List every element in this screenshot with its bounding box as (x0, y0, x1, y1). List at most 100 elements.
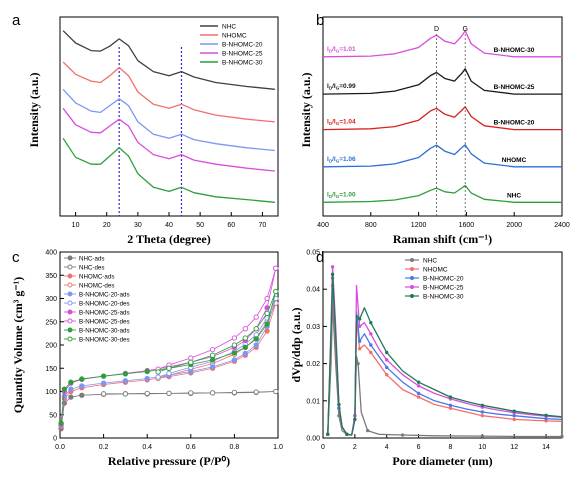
data-point (253, 326, 259, 332)
x-tick-label: 40 (165, 222, 173, 229)
data-point (356, 361, 360, 366)
series-name-label: B-NHOMC-25 (494, 84, 535, 91)
series-line (322, 30, 562, 58)
x-axis-title: Pore diameter (nm) (392, 454, 492, 468)
legend-marker (67, 273, 73, 279)
data-point (512, 413, 516, 418)
plot-frame (322, 251, 563, 439)
data-point (231, 357, 238, 363)
data-point (100, 380, 107, 386)
data-point (353, 417, 357, 422)
series-line (322, 106, 562, 131)
panel-a: a 10 20 30 40 50 60 70 2 Theta (degree) Intensity… (12, 12, 279, 246)
series-line (322, 184, 562, 203)
series-name-label: B-NHOMC-30 (494, 47, 535, 54)
y-axis-title: Intensity (a.u.) (27, 72, 41, 147)
data-point (416, 384, 421, 388)
series-line (62, 88, 275, 152)
x-tick-label: 0.0 (55, 444, 65, 451)
legend-marker (410, 294, 414, 298)
series-nhomc-des (155, 300, 279, 382)
data-point (242, 344, 248, 350)
y-axis-title: Quantity Volume (cm³ g⁻¹) (11, 277, 25, 414)
y-tick-label: 0.03 (306, 324, 320, 331)
series-b-nhomc-25 (322, 68, 562, 95)
data-point (79, 376, 85, 382)
legend-marker (67, 318, 73, 324)
data-point (231, 335, 238, 341)
data-point (209, 390, 216, 396)
panel-c: c 0.0 0.2 0.4 0.6 0.8 1.0 0 50 100 150 200 250 300 350… (11, 249, 283, 468)
legend-label: B-NHOMC-20 (222, 42, 263, 49)
y-tick-label: 50 (49, 412, 57, 419)
y-tick-label: 0 (53, 436, 57, 443)
data-point (155, 374, 161, 380)
data-point (231, 389, 238, 396)
data-point (58, 420, 64, 426)
data-point (448, 395, 453, 399)
data-point (100, 373, 107, 379)
data-point (273, 388, 279, 395)
data-point (144, 375, 150, 382)
legend-label: B-NHOMC-25-ads (79, 309, 130, 316)
y-tick-label: 250 (45, 319, 57, 326)
legend-marker (410, 276, 414, 280)
legend-label: B-NHOMC-30-ads (79, 327, 130, 334)
data-point (264, 310, 270, 317)
data-point (242, 350, 248, 357)
y-tick-label: 150 (45, 366, 57, 373)
x-tick-label: 12 (510, 444, 518, 451)
y-tick-label: 100 (45, 389, 57, 396)
data-point (68, 394, 74, 400)
x-tick-label: 0.6 (186, 444, 196, 451)
legend-label: B-NHOMC-25 (222, 51, 263, 58)
data-point (253, 389, 259, 395)
data-point (385, 365, 389, 370)
data-point (188, 359, 194, 365)
x-tick-label: 14 (542, 444, 550, 451)
legend-label: NHC (423, 257, 437, 264)
legend-label: NHOMC (423, 266, 448, 273)
data-point (79, 383, 85, 389)
data-point (122, 378, 129, 384)
data-point (253, 336, 259, 342)
data-point (480, 413, 485, 418)
series-b-nhomc-20 (322, 106, 562, 131)
x-tick-label: 0.4 (142, 444, 152, 451)
data-point (144, 368, 150, 375)
data-point (369, 332, 373, 336)
data-point (122, 391, 129, 397)
x-tick-label: 1200 (411, 222, 427, 229)
x-tick-label: 2400 (554, 222, 570, 229)
data-point (345, 432, 349, 436)
series-nhomc (322, 144, 562, 168)
data-point (330, 272, 335, 277)
peak-label-g: G (462, 26, 467, 33)
data-point (264, 295, 270, 302)
ratio-label: ID/IG=1.04 (327, 119, 356, 127)
plot-frame (322, 16, 563, 217)
series-b-nhomc-30-des (155, 288, 279, 375)
data-point (242, 326, 248, 332)
legend-label: NHC-des (79, 264, 104, 271)
x-tick-label: 20 (103, 222, 111, 229)
legend-label: B-NHOMC-20 (423, 275, 464, 282)
series-nhc (62, 30, 275, 90)
data-point (357, 339, 362, 343)
legend-label: B-NHOMC-25 (423, 284, 464, 291)
series-name-label: B-NHOMC-20 (494, 120, 535, 127)
y-tick-label: 200 (45, 343, 57, 350)
y-tick-label: 0.01 (306, 398, 320, 405)
legend-marker (410, 258, 414, 262)
series-nhc (322, 184, 562, 203)
series-b-nhomc-30 (322, 30, 562, 58)
data-point (448, 406, 453, 410)
x-ticks: 10 20 30 40 50 60 70 (72, 212, 266, 229)
x-tick-label: 10 (478, 444, 486, 451)
series-b-nhomc-25-des (155, 265, 279, 372)
series-line (327, 273, 563, 436)
data-point (79, 392, 85, 398)
data-point (385, 350, 389, 355)
series-b-nhomc-25 (62, 107, 275, 172)
data-point (544, 416, 548, 421)
